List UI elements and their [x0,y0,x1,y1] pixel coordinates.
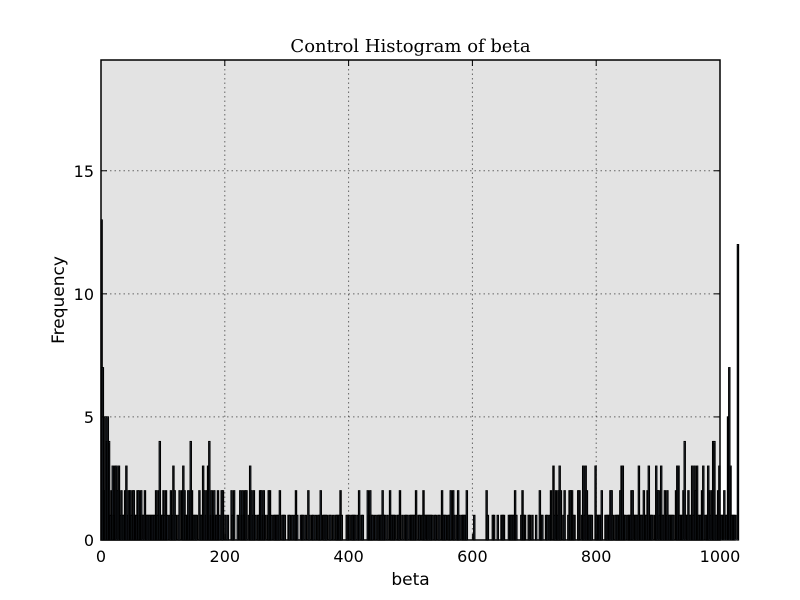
histogram-bar [493,515,494,540]
histogram-bar [497,515,498,540]
histogram-bar [227,515,228,540]
x-tick-label: 800 [581,547,612,566]
histogram-bar [196,515,197,540]
y-axis-label: Frequency [49,256,69,344]
chart-title: Control Histogram of beta [290,36,530,57]
histogram-bar [279,491,280,540]
histogram-bar [399,491,400,540]
histogram-bar [222,491,223,540]
histogram-bar [292,515,293,540]
histogram-bar [591,515,592,540]
x-tick-label: 0 [96,547,106,566]
histogram-bar [284,515,285,540]
histogram-bar [330,515,331,540]
histogram-bar [313,515,314,540]
histogram-bar [550,491,551,540]
histogram-bar [532,515,533,540]
histogram-bar [574,515,575,540]
histogram-bar [387,515,388,540]
histogram-bar [394,515,395,540]
histogram-bar [326,515,327,540]
histogram-bar [454,515,455,540]
histogram-bar [579,491,580,540]
histogram-bar [419,515,420,540]
histogram-bar [735,515,736,540]
histogram-bar [407,515,408,540]
x-tick-label: 1000 [700,547,741,566]
histogram-bar [297,515,298,540]
histogram-bar [445,515,446,540]
histogram-bar [601,491,602,540]
histogram-bar [673,515,674,540]
y-tick-label: 0 [84,531,94,550]
histogram-bar [737,245,738,540]
histogram-bar [303,515,304,540]
histogram-bar [435,515,436,540]
histogram-bar [432,515,433,540]
histogram-bar [536,515,537,540]
histogram-bar [524,515,525,540]
histogram-bar [564,491,565,540]
histogram-bar [233,491,234,540]
histogram-bar [179,491,180,540]
histogram-bar [560,491,561,540]
histogram-bar [487,515,488,540]
plot-area [101,60,720,540]
x-tick-label: 200 [210,547,241,566]
histogram-bar [237,515,238,540]
histogram-bar [289,515,290,540]
histogram-bar [652,515,653,540]
histogram-bar [474,515,475,540]
histogram-bar [333,515,334,540]
histogram-bar [703,466,704,540]
histogram-bar [459,515,460,540]
histogram-bar [305,515,306,540]
y-tick-label: 5 [84,408,94,427]
histogram-bar [359,491,360,540]
x-axis-label: beta [391,570,429,590]
histogram-bar [375,515,376,540]
histogram-bar [219,515,220,540]
histogram-bar [466,491,467,540]
histogram-bar [167,515,168,540]
x-tick-label: 600 [457,547,488,566]
histogram-bar [372,515,373,540]
histogram-bar [341,515,342,540]
histogram-bar [264,515,265,540]
histogram-bar [542,515,543,540]
histogram-bar [271,515,272,540]
histogram-bar [362,515,363,540]
histogram-bar [320,491,321,540]
histogram-bar [516,515,517,540]
histogram-bar [309,515,310,540]
x-tick-label: 400 [333,547,364,566]
histogram-bar [175,515,176,540]
histogram-bar [612,515,613,540]
histogram-bar [402,515,403,540]
histogram-bar [450,491,451,540]
histogram-bar [315,515,316,540]
histogram-bar [529,515,530,540]
y-tick-label: 10 [74,285,94,304]
histogram-bar [355,515,356,540]
histogram-bar [415,491,416,540]
histogram-bar [547,515,548,540]
histogram-bar [255,515,256,540]
y-tick-label: 15 [74,162,94,181]
histogram-bar [625,515,626,540]
histogram-bar [503,515,504,540]
histogram-bar [385,515,386,540]
histogram-bar [246,491,247,540]
histogram-bar [439,515,440,540]
